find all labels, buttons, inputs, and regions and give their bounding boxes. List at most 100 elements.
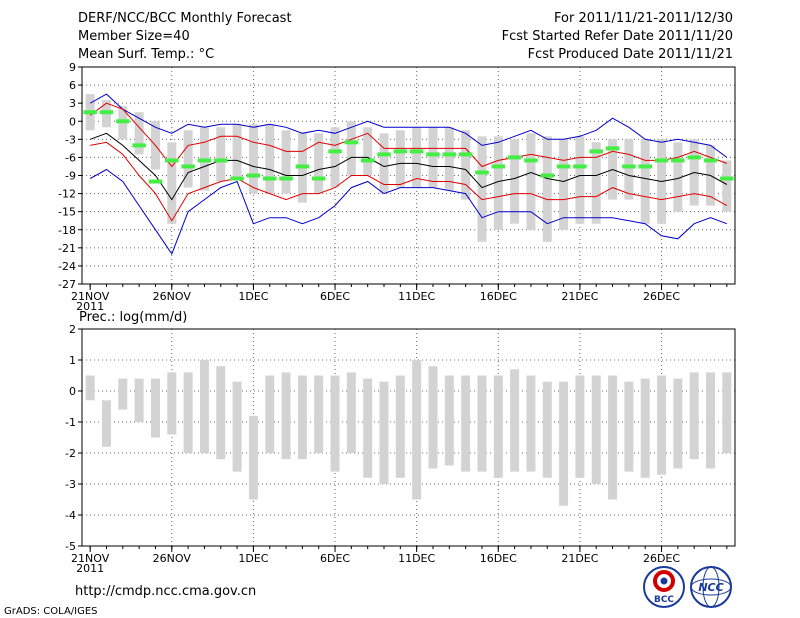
ensemble-box [722, 160, 732, 212]
ensemble-box [591, 142, 601, 224]
ensemble-box [542, 381, 552, 478]
ensemble-box [183, 130, 193, 188]
x-tick-year: 2011 [76, 300, 104, 313]
ensemble-box [232, 381, 242, 472]
observed-marker [83, 110, 97, 115]
ensemble-box [150, 378, 160, 438]
y-tick-label: -6 [65, 151, 76, 164]
x-tick-label: 26NOV [153, 290, 192, 303]
ensemble-box [640, 378, 650, 478]
ensemble-box [216, 366, 226, 460]
y-tick-label: -5 [65, 540, 76, 553]
source-url: http://cmdp.ncc.cma.gov.cn [75, 584, 256, 599]
ensemble-box [673, 142, 683, 212]
max-line [89, 93, 728, 158]
x-tick-label: 6DEC [320, 290, 350, 303]
x-tick-label: 21NOV [71, 552, 110, 565]
observed-marker [263, 176, 277, 181]
ncc-logo-text: NCC [698, 581, 723, 594]
spread-low-line [90, 141, 728, 222]
observed-marker [246, 173, 261, 178]
y-tick-label: -9 [65, 170, 76, 183]
x-tick-label: 21DEC [561, 552, 598, 565]
x-tick-label: 6DEC [320, 552, 350, 565]
x-tick-label: 21NOV [71, 290, 110, 303]
ensemble-box [346, 372, 356, 453]
ensemble-box [248, 415, 258, 500]
observed-marker [589, 149, 603, 154]
fcst-started-date: Fcst Started Refer Date 2011/11/20 [502, 29, 733, 44]
x-tick-label: 26NOV [153, 552, 192, 565]
observed-marker [360, 158, 375, 163]
ensemble-box [461, 375, 471, 472]
ensemble-box [477, 136, 487, 242]
ensemble-box [526, 375, 536, 472]
temp-variable-label: Mean Surf. Temp.: °C [78, 47, 214, 62]
ensemble-box [395, 375, 405, 478]
x-tick-label: 26DEC [643, 290, 680, 303]
y-tick-label: 6 [69, 79, 76, 92]
ensemble-box [281, 372, 291, 460]
plot-frame [81, 66, 736, 285]
x-tick-label: 11DEC [398, 552, 435, 565]
ensemble-box [363, 127, 373, 176]
y-tick-label: 9 [69, 61, 76, 74]
bcc-logo-text: BCC [654, 595, 674, 605]
y-tick-label: 2 [69, 323, 76, 336]
x-tick-label: 11DEC [398, 290, 435, 303]
observed-marker [116, 119, 130, 124]
observed-marker [377, 152, 391, 157]
x-tick-label: 26DEC [643, 552, 680, 565]
ensemble-box [575, 136, 585, 224]
ensemble-box [428, 366, 438, 469]
ensemble-box [657, 375, 667, 475]
ensemble-box [477, 375, 487, 472]
ensemble-box [461, 130, 471, 200]
y-tick-label: -12 [58, 188, 76, 201]
ensemble-box [412, 360, 422, 500]
observed-marker [132, 143, 146, 148]
ensemble-box [330, 375, 340, 472]
observed-marker [409, 149, 424, 154]
ensemble-mean-line [90, 132, 728, 201]
grads-credit: GrADS: COLA/IGES [4, 606, 98, 617]
ensemble-box [265, 124, 275, 194]
x-tick-label: 1DEC [238, 290, 268, 303]
ensemble-box [134, 378, 144, 422]
ensemble-box [297, 375, 307, 460]
ensemble-box [608, 375, 618, 500]
observed-marker [573, 164, 587, 169]
ensemble-box [216, 127, 226, 182]
bcc-logo: BCC [643, 566, 685, 608]
ensemble-box [444, 375, 454, 466]
y-tick-label: -24 [58, 260, 76, 273]
y-tick-label: 0 [69, 385, 76, 398]
ensemble-box [379, 133, 389, 194]
ensemble-box [101, 400, 111, 447]
x-tick-label: 21DEC [561, 290, 598, 303]
ensemble-box [624, 139, 634, 200]
y-tick-label: -27 [58, 278, 76, 291]
observed-marker [442, 152, 457, 157]
observed-marker [344, 140, 359, 145]
ensemble-box [510, 139, 520, 224]
y-tick-label: -3 [65, 133, 76, 146]
ensemble-box [591, 375, 601, 484]
observed-marker [475, 170, 489, 175]
observed-marker [671, 158, 685, 163]
ensemble-box [248, 124, 258, 194]
ensemble-box [134, 112, 144, 155]
observed-marker [295, 164, 310, 169]
observed-marker [311, 176, 326, 181]
observed-marker [458, 152, 473, 157]
ensemble-box [673, 378, 683, 469]
observed-marker [720, 176, 734, 181]
ensemble-box [559, 381, 569, 506]
ensemble-box [118, 378, 128, 410]
observed-marker [687, 155, 701, 160]
plot-frame [81, 328, 736, 547]
ensemble-box [493, 136, 503, 230]
